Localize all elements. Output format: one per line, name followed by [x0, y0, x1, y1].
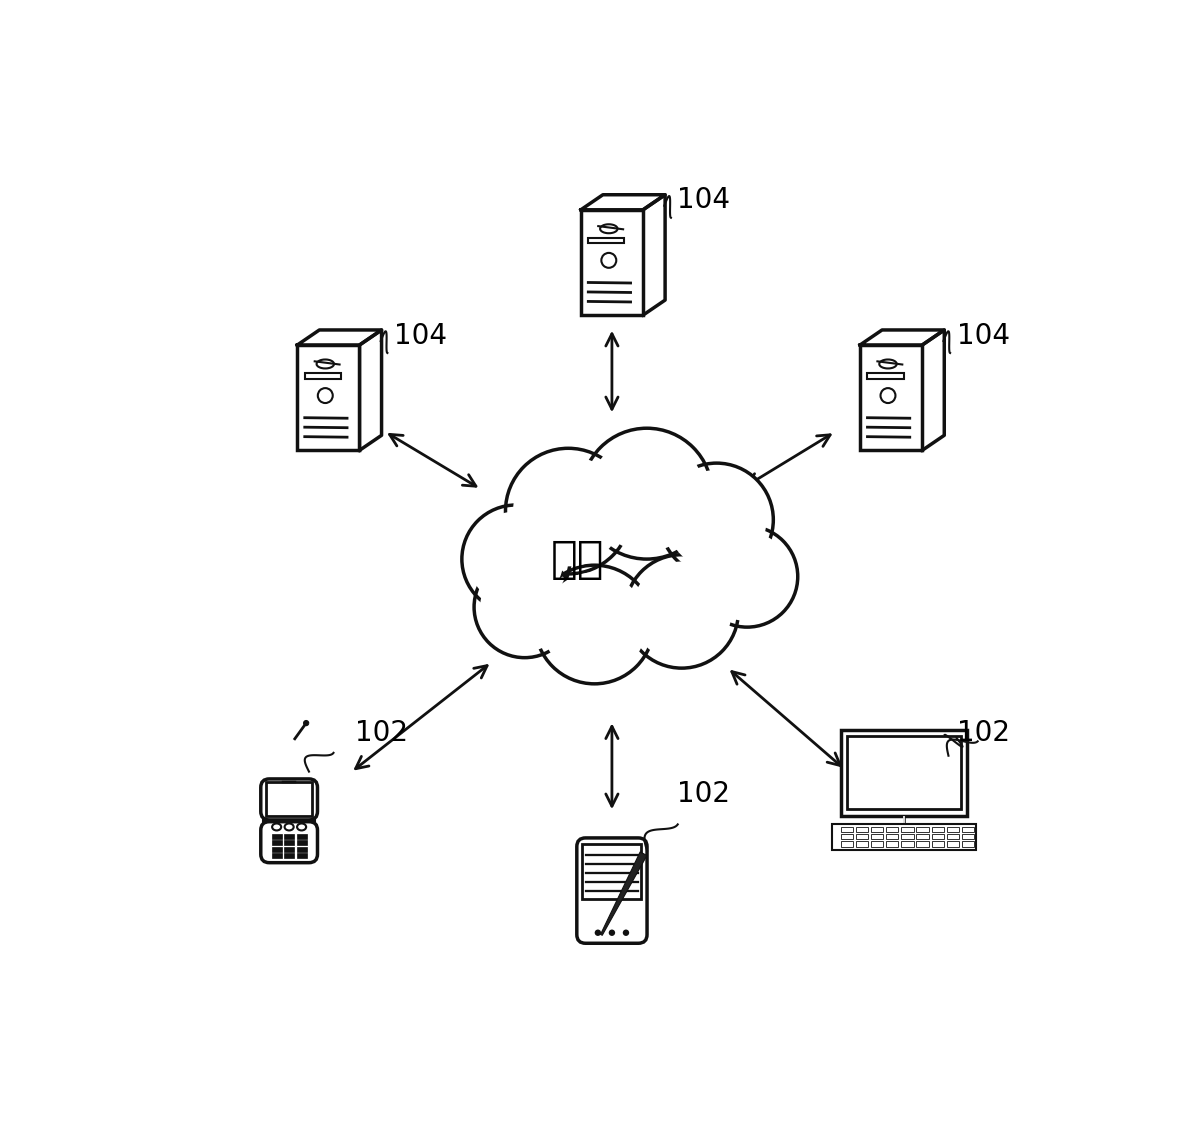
Bar [931, 842, 943, 846]
Bar [297, 346, 359, 450]
Ellipse shape [272, 824, 282, 830]
Bar [841, 834, 853, 840]
Bar [856, 827, 868, 832]
Bar [860, 346, 922, 450]
Polygon shape [297, 330, 382, 346]
Circle shape [632, 562, 732, 662]
Circle shape [581, 428, 713, 559]
Circle shape [590, 436, 704, 552]
Circle shape [474, 556, 576, 657]
Text: 104: 104 [956, 322, 1009, 350]
Bar [271, 834, 282, 840]
Polygon shape [580, 195, 665, 210]
Bar [580, 210, 644, 315]
Bar [296, 834, 307, 840]
Bar [856, 834, 868, 840]
Bar [266, 782, 312, 816]
FancyBboxPatch shape [577, 838, 647, 944]
Bar [961, 842, 974, 846]
Text: 网络: 网络 [550, 537, 604, 580]
Circle shape [624, 555, 738, 668]
Bar [917, 842, 929, 846]
Bar [304, 373, 340, 378]
Polygon shape [644, 195, 665, 315]
Ellipse shape [297, 824, 306, 830]
Bar [847, 736, 961, 809]
Bar [872, 829, 937, 835]
Circle shape [595, 929, 601, 936]
Polygon shape [601, 852, 647, 935]
Polygon shape [922, 330, 944, 450]
Bar [284, 841, 294, 845]
Circle shape [696, 526, 798, 628]
Circle shape [666, 470, 767, 570]
Circle shape [660, 463, 774, 577]
Bar [284, 846, 294, 852]
Bar [901, 842, 913, 846]
Bar [271, 841, 282, 845]
Text: 104: 104 [394, 322, 447, 350]
Text: 102: 102 [956, 718, 1009, 747]
Bar [284, 853, 294, 858]
Bar [296, 853, 307, 858]
Circle shape [474, 556, 576, 657]
Bar [961, 834, 974, 840]
Circle shape [513, 455, 623, 566]
FancyBboxPatch shape [260, 778, 318, 820]
Circle shape [609, 929, 615, 936]
Bar [856, 842, 868, 846]
Bar [947, 827, 959, 832]
Bar [931, 834, 943, 840]
Text: 102: 102 [677, 780, 731, 808]
Circle shape [505, 449, 632, 574]
Bar [872, 842, 884, 846]
Text: 104: 104 [677, 187, 731, 214]
Bar [841, 730, 967, 816]
Bar [901, 827, 913, 832]
FancyBboxPatch shape [260, 821, 318, 862]
Bar [841, 827, 853, 832]
Bar [872, 827, 884, 832]
Bar [886, 842, 898, 846]
Circle shape [696, 526, 798, 628]
Circle shape [702, 533, 792, 621]
Circle shape [535, 565, 654, 684]
Bar [917, 827, 929, 832]
Bar [872, 834, 884, 840]
Circle shape [480, 562, 570, 651]
Bar [961, 827, 974, 832]
Bar [947, 834, 959, 840]
Text: 102: 102 [355, 718, 407, 747]
Bar [901, 834, 913, 840]
Bar [271, 846, 282, 852]
Bar [886, 834, 898, 840]
Bar [284, 834, 294, 840]
Bar [947, 842, 959, 846]
Circle shape [542, 572, 647, 676]
Circle shape [581, 428, 713, 559]
Circle shape [535, 565, 654, 684]
Circle shape [468, 511, 564, 606]
Bar [886, 827, 898, 832]
Bar [583, 844, 641, 898]
Bar [589, 238, 624, 244]
Circle shape [462, 505, 570, 613]
Bar [868, 373, 904, 378]
Circle shape [624, 555, 738, 668]
Bar [931, 827, 943, 832]
Bar [296, 846, 307, 852]
Bar [917, 834, 929, 840]
Circle shape [660, 463, 774, 577]
Circle shape [623, 929, 629, 936]
Circle shape [462, 505, 570, 613]
Circle shape [505, 449, 632, 574]
Polygon shape [860, 330, 944, 346]
Polygon shape [359, 330, 382, 450]
Bar [296, 841, 307, 845]
Bar [841, 842, 853, 846]
Bar [271, 853, 282, 858]
Bar [832, 825, 977, 851]
Ellipse shape [284, 824, 294, 830]
